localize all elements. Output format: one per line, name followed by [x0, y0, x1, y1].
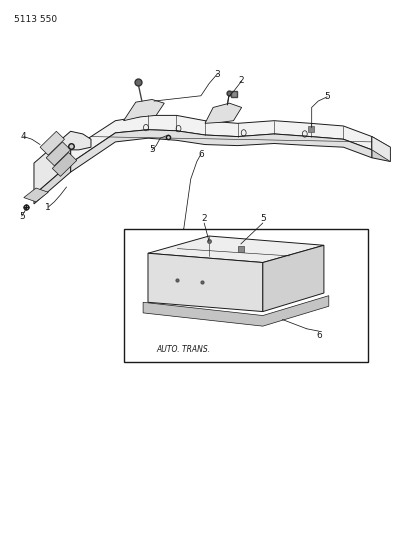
Polygon shape	[262, 245, 323, 312]
Text: 4: 4	[21, 132, 27, 141]
Text: 2: 2	[201, 214, 207, 223]
Text: 6: 6	[315, 331, 321, 340]
Polygon shape	[24, 188, 48, 202]
Polygon shape	[148, 236, 323, 263]
Polygon shape	[148, 253, 262, 312]
Polygon shape	[70, 115, 371, 163]
Text: 3: 3	[214, 69, 220, 78]
Text: AUTO. TRANS.: AUTO. TRANS.	[156, 345, 210, 354]
Polygon shape	[371, 136, 389, 161]
Polygon shape	[143, 296, 328, 326]
Polygon shape	[34, 131, 91, 195]
Text: 5: 5	[19, 212, 25, 221]
Text: 2: 2	[238, 76, 244, 85]
Polygon shape	[40, 131, 64, 155]
Polygon shape	[204, 103, 241, 123]
Polygon shape	[52, 152, 76, 176]
Text: 1: 1	[45, 203, 51, 212]
Polygon shape	[371, 136, 389, 161]
Text: 5: 5	[149, 146, 155, 155]
Bar	[123, 229, 367, 362]
Text: 6: 6	[198, 150, 203, 159]
Polygon shape	[34, 163, 70, 204]
Text: 5: 5	[259, 214, 265, 223]
Text: 5: 5	[324, 92, 329, 101]
Polygon shape	[46, 142, 70, 166]
Text: 5113 550: 5113 550	[13, 14, 56, 23]
Polygon shape	[70, 130, 371, 172]
Polygon shape	[123, 100, 164, 120]
